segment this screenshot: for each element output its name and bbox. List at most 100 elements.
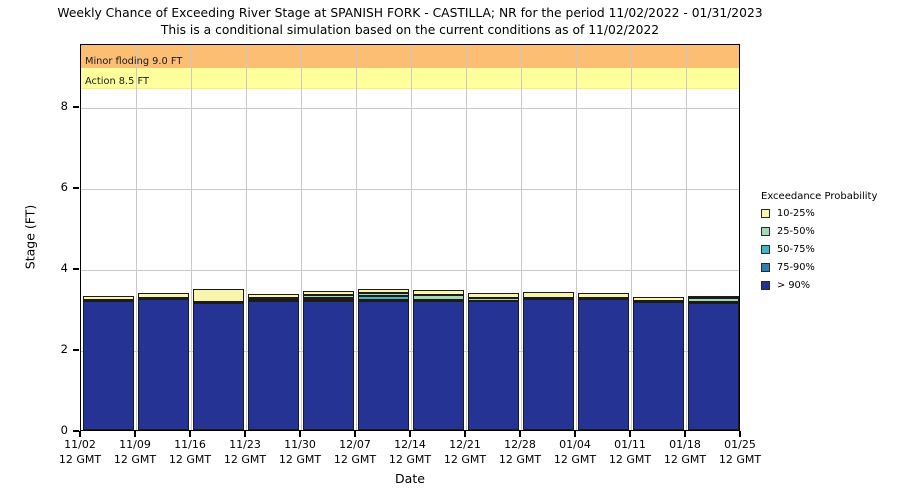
y-tick-label-4: 4 bbox=[60, 261, 68, 276]
bar-segment-> 90% bbox=[522, 298, 574, 430]
bar-11/09 bbox=[137, 45, 189, 430]
v-gridline-11/30 bbox=[301, 45, 302, 430]
y-tick-label-6: 6 bbox=[60, 180, 68, 195]
y-tick-label-2: 2 bbox=[60, 342, 68, 357]
v-gridline-12/21 bbox=[466, 45, 467, 430]
x-tick-date: 01/11 bbox=[614, 438, 646, 451]
bar-segment-> 90% bbox=[192, 303, 244, 430]
bar-segment-10-25% bbox=[247, 294, 299, 298]
x-tick-time: 12 GMT bbox=[443, 453, 487, 466]
bar-segment-> 90% bbox=[302, 301, 354, 430]
x-axis-label: Date bbox=[395, 471, 425, 486]
legend-item-10-25%: 10-25% bbox=[761, 208, 877, 219]
x-tick-label-11/16: 11/16 12 GMT bbox=[169, 437, 211, 467]
bar-01/18 bbox=[687, 45, 739, 430]
x-tick-12/14 bbox=[409, 431, 411, 437]
x-tick-label-12/14: 12/14 12 GMT bbox=[389, 437, 431, 467]
x-tick-label-01/18: 01/18 12 GMT bbox=[664, 437, 706, 467]
x-tick-label-01/11: 01/11 12 GMT bbox=[609, 437, 651, 467]
y-tick-4 bbox=[73, 268, 79, 270]
x-tick-12/28 bbox=[519, 431, 521, 437]
h-gridline-2 bbox=[81, 351, 739, 353]
legend-item-> 90%: > 90% bbox=[761, 280, 877, 291]
bar-segment-> 90% bbox=[412, 301, 464, 430]
x-tick-date: 01/25 bbox=[724, 438, 756, 451]
x-tick-date: 11/30 bbox=[284, 438, 316, 451]
bar-segment-> 90% bbox=[82, 300, 134, 430]
bar-segment-> 90% bbox=[632, 302, 684, 430]
y-tick-6 bbox=[73, 187, 79, 189]
x-tick-12/21 bbox=[464, 431, 466, 437]
legend-swatch-25-50% bbox=[761, 227, 770, 236]
y-tick-label-8: 8 bbox=[60, 99, 68, 114]
x-tick-01/11 bbox=[629, 431, 631, 437]
y-axis-label: Stage (FT) bbox=[22, 204, 38, 270]
v-gridline-12/28 bbox=[521, 45, 522, 430]
y-tick-2 bbox=[73, 349, 79, 351]
bar-segment-> 90% bbox=[137, 299, 189, 430]
x-tick-date: 12/28 bbox=[504, 438, 536, 451]
threshold-label-1: Action 8.5 FT bbox=[85, 75, 149, 87]
bar-segment-10-25% bbox=[357, 289, 409, 294]
bar-12/07 bbox=[357, 45, 409, 430]
x-tick-date: 12/07 bbox=[339, 438, 371, 451]
x-tick-date: 11/16 bbox=[174, 438, 206, 451]
bar-segment-10-25% bbox=[412, 289, 464, 295]
legend-label: > 90% bbox=[777, 280, 811, 291]
bar-segment-10-25% bbox=[522, 291, 574, 298]
legend-label: 10-25% bbox=[777, 208, 815, 219]
x-tick-date: 12/21 bbox=[449, 438, 481, 451]
bar-11/23 bbox=[247, 45, 299, 430]
x-tick-12/07 bbox=[354, 431, 356, 437]
legend-label: 50-75% bbox=[777, 244, 815, 255]
bar-segment-> 90% bbox=[577, 299, 629, 430]
x-tick-label-01/25: 01/25 12 GMT bbox=[719, 437, 761, 467]
v-gridline-01/04 bbox=[576, 45, 577, 430]
y-tick-0 bbox=[73, 430, 79, 432]
x-tick-time: 12 GMT bbox=[388, 453, 432, 466]
bar-12/28 bbox=[522, 45, 574, 430]
x-tick-01/04 bbox=[574, 431, 576, 437]
h-gridline-4 bbox=[81, 270, 739, 272]
bar-segment-10-25% bbox=[687, 296, 739, 299]
bar-segment-10-25% bbox=[82, 296, 134, 301]
legend-item-50-75%: 50-75% bbox=[761, 244, 877, 255]
bar-segment-> 90% bbox=[687, 302, 739, 430]
h-gridline-6 bbox=[81, 189, 739, 191]
v-gridline-01/18 bbox=[686, 45, 687, 430]
bar-12/14 bbox=[412, 45, 464, 430]
x-tick-date: 01/04 bbox=[559, 438, 591, 451]
legend: Exceedance Probability 10-25% 25-50% 50-75… bbox=[761, 191, 877, 298]
bar-segment-10-25% bbox=[577, 293, 629, 299]
x-tick-date: 01/18 bbox=[669, 438, 701, 451]
bar-segment-25-50% bbox=[412, 294, 464, 300]
x-tick-time: 12 GMT bbox=[718, 453, 762, 466]
bar-segment-> 90% bbox=[467, 301, 519, 430]
bar-segment-25-50% bbox=[302, 295, 354, 299]
x-tick-label-12/21: 12/21 12 GMT bbox=[444, 437, 486, 467]
x-tick-11/30 bbox=[299, 431, 301, 437]
y-tick-label-0: 0 bbox=[60, 423, 68, 437]
legend-title: Exceedance Probability bbox=[761, 191, 878, 202]
x-tick-label-11/23: 11/23 12 GMT bbox=[224, 437, 266, 467]
v-gridline-11/23 bbox=[246, 45, 247, 430]
x-tick-label-12/28: 12/28 12 GMT bbox=[499, 437, 541, 467]
x-tick-time: 12 GMT bbox=[333, 453, 377, 466]
bar-segment-> 90% bbox=[357, 301, 409, 430]
legend-swatch-> 90% bbox=[761, 281, 770, 290]
bar-segment-10-25% bbox=[192, 289, 244, 303]
x-tick-label-11/30: 11/30 12 GMT bbox=[279, 437, 321, 467]
legend-item-25-50%: 25-50% bbox=[761, 226, 877, 237]
x-tick-time: 12 GMT bbox=[58, 453, 102, 466]
plot-inner: Minor floding 9.0 FT Action 8.5 FT bbox=[81, 45, 739, 430]
bar-11/02 bbox=[82, 45, 134, 430]
x-tick-time: 12 GMT bbox=[278, 453, 322, 466]
v-gridline-11/16 bbox=[191, 45, 192, 430]
bar-segment-75-90% bbox=[357, 299, 409, 302]
legend-item-75-90%: 75-90% bbox=[761, 262, 877, 273]
x-tick-time: 12 GMT bbox=[498, 453, 542, 466]
legend-swatch-75-90% bbox=[761, 263, 770, 272]
bar-segment-> 90% bbox=[247, 300, 299, 430]
v-gridline-11/09 bbox=[136, 45, 137, 430]
